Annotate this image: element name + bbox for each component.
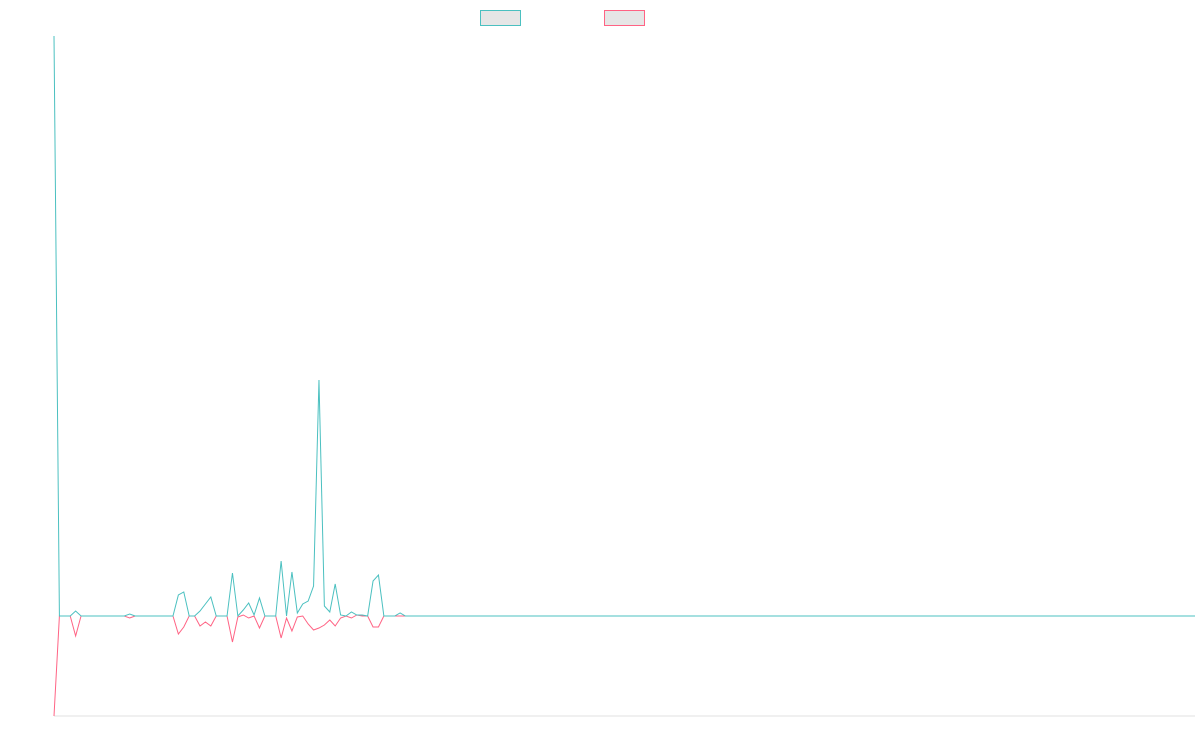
series-line [53, 614, 1195, 717]
legend-swatch [480, 10, 521, 26]
legend-swatch [604, 10, 645, 26]
series-line [53, 35, 1195, 618]
